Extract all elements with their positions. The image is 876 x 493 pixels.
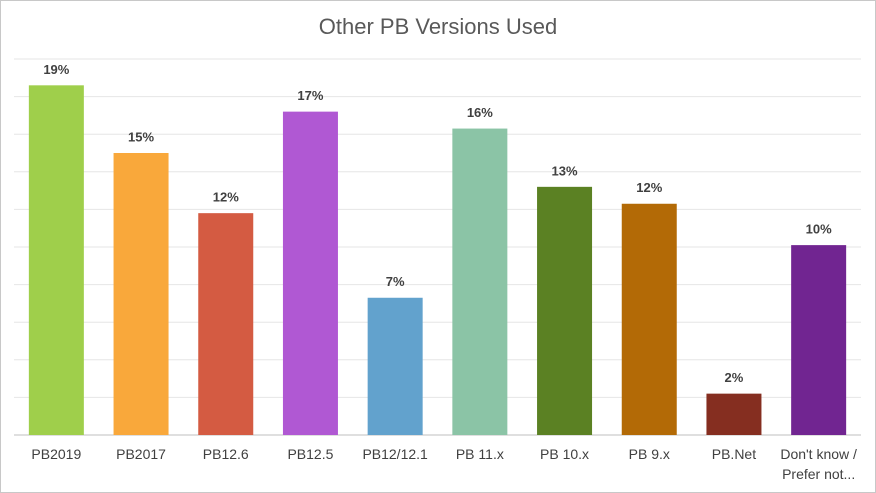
x-tick-label: PB 11.x xyxy=(455,446,504,462)
x-tick-label: PB12/12.1 xyxy=(362,446,428,462)
bar xyxy=(282,111,338,435)
value-label: 17% xyxy=(297,88,323,103)
bar xyxy=(198,213,254,435)
value-label: 2% xyxy=(725,370,744,385)
bar xyxy=(113,153,169,435)
x-tick-label: Don't know / Prefer not... xyxy=(780,446,857,482)
x-tick-label: PB 10.x xyxy=(540,446,590,462)
value-label: 10% xyxy=(806,222,832,237)
value-label: 12% xyxy=(213,190,239,205)
bar xyxy=(452,128,508,435)
x-tick-label: PB 9.x xyxy=(628,446,670,462)
value-label: 19% xyxy=(43,62,69,77)
bar xyxy=(706,393,762,435)
bar xyxy=(537,186,593,435)
bar xyxy=(791,245,847,435)
x-tick-label: PB2019 xyxy=(31,446,82,462)
bar xyxy=(28,85,84,435)
value-label: 12% xyxy=(636,180,662,195)
x-tick-label: PB12.6 xyxy=(202,446,249,462)
bar xyxy=(367,297,423,435)
value-label: 7% xyxy=(386,274,405,289)
chart-title: Other PB Versions Used xyxy=(319,14,557,39)
value-label: 16% xyxy=(467,105,493,120)
x-tick-label: PB.Net xyxy=(711,446,757,462)
bar xyxy=(621,203,677,435)
x-tick-label: PB12.5 xyxy=(287,446,334,462)
value-label: 13% xyxy=(552,163,578,178)
x-tick-label: PB2017 xyxy=(116,446,166,462)
value-label: 15% xyxy=(128,129,154,144)
